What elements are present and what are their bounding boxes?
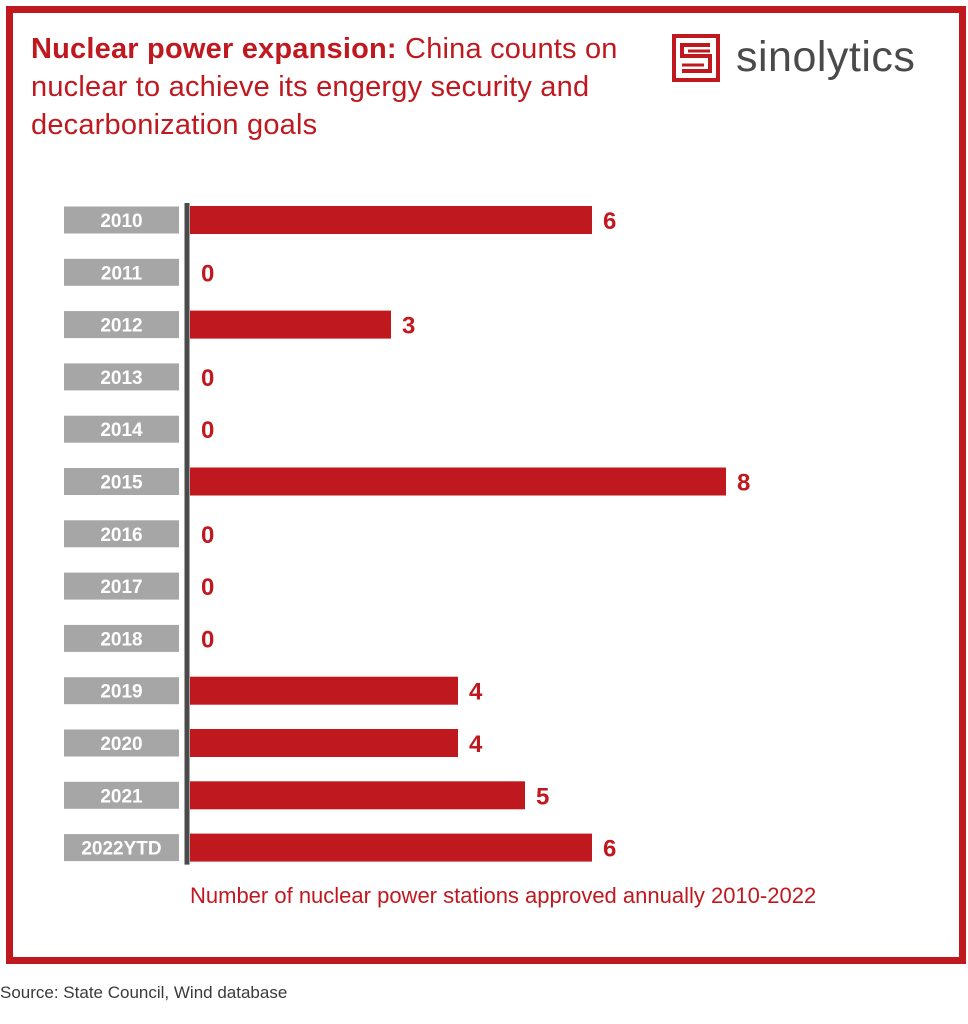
category-label: 2012 bbox=[100, 316, 142, 337]
bar-2015 bbox=[190, 467, 726, 496]
chart-title: Nuclear power expansion: China counts on… bbox=[31, 30, 651, 144]
category-label-box bbox=[64, 363, 179, 391]
chart-frame bbox=[6, 6, 966, 964]
value-label: 0 bbox=[201, 574, 214, 601]
category-label: 2021 bbox=[100, 786, 143, 807]
value-label: 8 bbox=[737, 470, 750, 497]
title-rest: China counts on nuclear to achieve its e… bbox=[31, 33, 618, 141]
category-label: 2017 bbox=[100, 577, 142, 598]
bar-2010 bbox=[190, 206, 592, 234]
value-label: 4 bbox=[469, 731, 483, 758]
title-lead: Nuclear power expansion: bbox=[31, 33, 397, 65]
category-label-box bbox=[64, 677, 179, 705]
value-label: 0 bbox=[201, 626, 214, 653]
value-label: 0 bbox=[201, 365, 214, 392]
category-label-box bbox=[64, 206, 179, 234]
value-label: 0 bbox=[201, 522, 214, 549]
category-label: 2015 bbox=[100, 473, 143, 494]
chart-caption: Number of nuclear power stations approve… bbox=[190, 883, 816, 908]
category-label-box bbox=[64, 520, 179, 548]
category-label-box bbox=[64, 781, 179, 809]
value-label: 6 bbox=[603, 836, 616, 863]
bar-2019 bbox=[190, 676, 458, 705]
category-label: 2010 bbox=[100, 211, 142, 232]
category-label-box bbox=[64, 729, 179, 757]
category-label: 2013 bbox=[100, 368, 142, 389]
category-label: 2016 bbox=[100, 525, 142, 546]
category-label: 2011 bbox=[101, 263, 143, 284]
bar-2012 bbox=[190, 310, 391, 339]
category-label-box bbox=[64, 624, 179, 652]
sinolytics-s-icon bbox=[672, 33, 720, 82]
bar-2020 bbox=[190, 729, 458, 757]
category-label: 2022YTD bbox=[81, 839, 161, 860]
category-label: 2018 bbox=[100, 629, 142, 650]
category-label: 2020 bbox=[100, 734, 142, 755]
value-label: 0 bbox=[201, 260, 214, 287]
category-label: 2014 bbox=[100, 420, 143, 441]
category-label-box bbox=[64, 311, 179, 339]
source-note: Source: State Council, Wind database bbox=[0, 983, 288, 1002]
bar-2022YTD bbox=[190, 833, 592, 862]
category-label-box bbox=[64, 834, 179, 862]
category-label-box bbox=[64, 468, 179, 495]
logo-text: sinolytics bbox=[736, 33, 916, 81]
bar-2021 bbox=[190, 781, 525, 810]
category-label-box bbox=[64, 258, 179, 286]
value-label: 5 bbox=[536, 783, 549, 810]
category-label: 2019 bbox=[100, 682, 142, 703]
value-label: 3 bbox=[402, 313, 415, 340]
category-label-box bbox=[64, 572, 179, 600]
value-label: 6 bbox=[603, 208, 616, 235]
category-label-box bbox=[64, 415, 179, 443]
value-label: 0 bbox=[201, 417, 214, 444]
bar-chart: 2010 6 2011 0 2012 3 2013 0 2014 0 2015 8 2016 0 2017 0… bbox=[64, 203, 816, 908]
brand-logo: sinolytics bbox=[672, 33, 915, 82]
value-label: 4 bbox=[469, 679, 483, 706]
